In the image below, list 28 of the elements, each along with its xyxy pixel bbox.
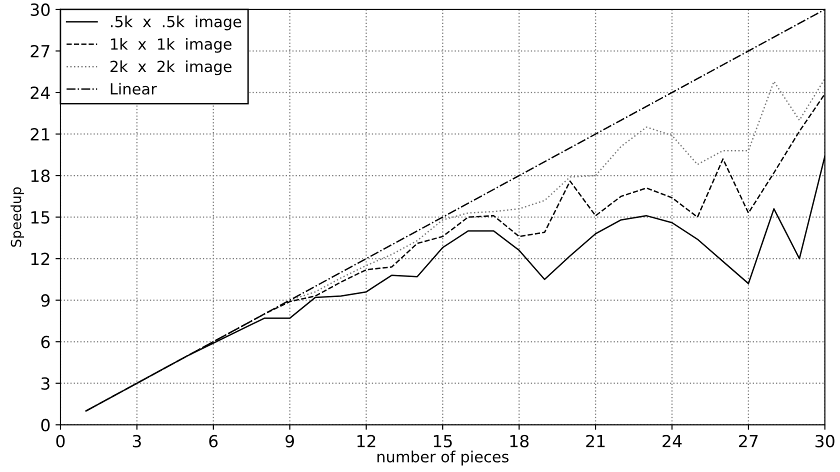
y-tick-label: 12	[31, 252, 50, 265]
x-axis-title: number of pieces	[377, 450, 509, 466]
y-tick-label: 27	[30, 44, 50, 58]
x-tick-label: 0	[56, 434, 65, 448]
x-tick-label: 24	[662, 434, 682, 448]
legend-label: 1k x 1k image	[111, 38, 232, 53]
y-tick-label: 18	[31, 170, 50, 182]
legend-label: 2k x 2k image	[110, 60, 232, 76]
x-tick-label: 6	[209, 434, 218, 448]
y-tick-label: 6	[41, 336, 50, 348]
x-tick-label: 12	[357, 434, 376, 448]
y-tick-label: 21	[30, 128, 50, 140]
y-tick-label: 9	[41, 294, 50, 307]
y-tick-label: 30	[30, 3, 50, 16]
x-tick-label: 30	[816, 434, 834, 448]
legend-label: Linear	[110, 82, 157, 95]
y-tick-label: 0	[41, 418, 50, 432]
x-tick-label: 3	[132, 434, 141, 448]
y-tick-label: 24	[30, 86, 50, 99]
legend-label: .5k x .5k image	[111, 16, 242, 30]
x-tick-label: 27	[739, 434, 758, 448]
y-axis-title: Speedup	[10, 187, 24, 247]
x-tick-label: 18	[510, 434, 529, 448]
x-tick-label: 21	[586, 434, 605, 448]
y-tick-label: 3	[41, 377, 50, 390]
x-tick-label: 15	[434, 435, 452, 448]
y-tick-label: 15	[31, 211, 50, 224]
x-tick-label: 9	[286, 434, 294, 448]
